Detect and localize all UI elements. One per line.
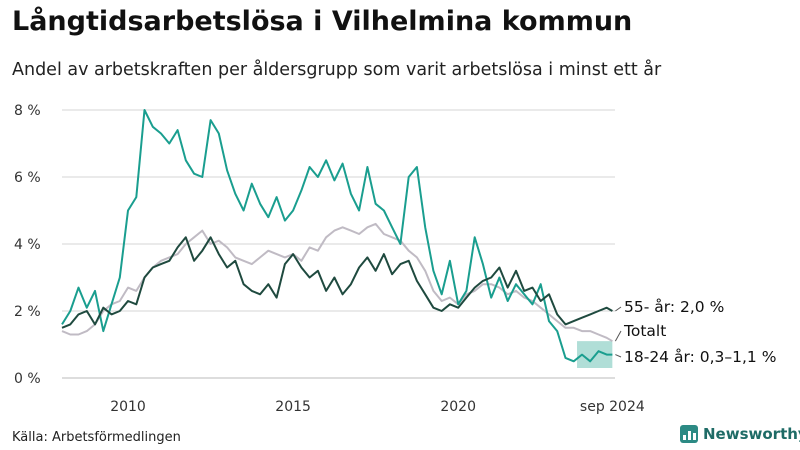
y-tick-label: 2 %: [14, 304, 41, 320]
chart-subtitle: Andel av arbetskraften per åldersgrupp s…: [12, 60, 662, 80]
x-tick-label: sep 2024: [580, 399, 645, 415]
series-label-aldre: 55- år: 2,0 %: [624, 298, 724, 316]
label-connector: [615, 306, 622, 312]
brand-logo[interactable]: Newsworthy: [680, 425, 800, 443]
series-line-ung: [61, 109, 613, 363]
bar-chart-icon: [680, 425, 698, 443]
line-chart: 0 % 2 % 4 % 6 % 8 % 2010 2015 2020 sep 2024 18-24…: [14, 103, 776, 415]
series-label-totalt: Totalt: [623, 322, 666, 340]
x-tick-label: 2015: [275, 399, 311, 415]
y-tick-label: 6 %: [14, 170, 41, 186]
label-connector: [615, 354, 622, 358]
brand-name: Newsworthy: [703, 425, 800, 443]
x-tick-label: 2020: [440, 399, 476, 415]
series-label-ung: 18-24 år: 0,3–1,1 %: [624, 348, 776, 366]
series-line-aldre: [61, 236, 613, 329]
y-tick-label: 8 %: [14, 103, 41, 119]
y-tick-label: 4 %: [14, 237, 41, 253]
source-note: Källa: Arbetsförmedlingen: [12, 430, 181, 445]
x-tick-label: 2010: [110, 399, 146, 415]
y-tick-label: 0 %: [14, 371, 41, 387]
label-connector: [614, 330, 622, 342]
chart-title: Långtidsarbetslösa i Vilhelmina kommun: [12, 6, 633, 37]
